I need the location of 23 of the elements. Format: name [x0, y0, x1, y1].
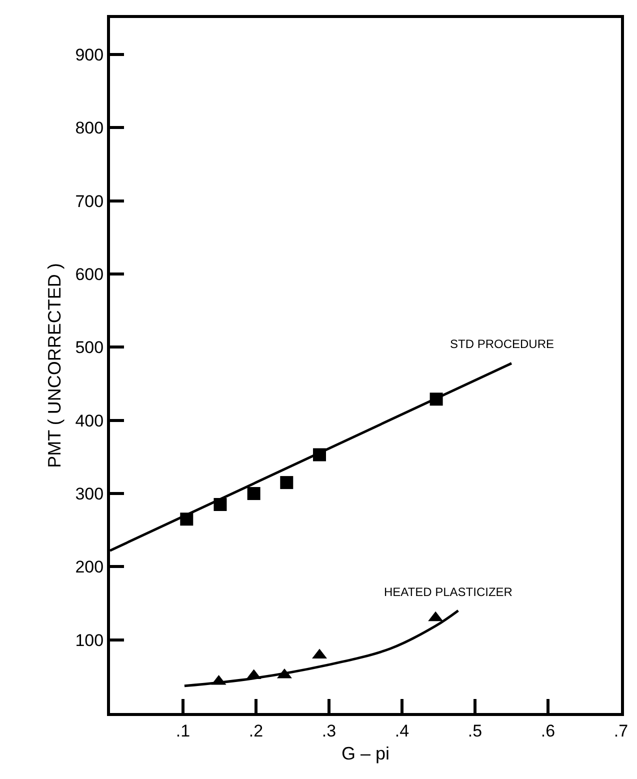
annotation: STD PROCEDURE — [450, 337, 554, 351]
y-tick-label: 900 — [75, 46, 104, 65]
y-tick-label: 200 — [75, 558, 104, 577]
point — [247, 487, 260, 500]
line-series — [183, 609, 460, 688]
y-tick-label: 600 — [75, 265, 104, 284]
y-tick-label: 400 — [75, 411, 104, 430]
x-tick-label: .3 — [322, 721, 336, 740]
x-tick-label: .5 — [468, 721, 482, 740]
y-tick-label: 100 — [75, 630, 104, 650]
x-tick-label: .7 — [614, 721, 628, 740]
y-axis-title: PMT ( UNCORRECTED ) — [44, 263, 64, 468]
x-tick-label: .1 — [176, 721, 190, 740]
point — [280, 476, 294, 490]
y-tick-label: 300 — [75, 484, 104, 504]
y-tick-label: 700 — [75, 192, 104, 211]
x-axis-title: G – pi — [341, 744, 390, 764]
x-tick-label: .6 — [540, 721, 556, 740]
x-tick-label: .2 — [248, 721, 264, 740]
x-tick-label: .4 — [394, 721, 410, 740]
y-tick-label: 800 — [75, 118, 104, 138]
annotation: HEATED PLASTICIZER — [384, 585, 513, 599]
y-tick-label: 500 — [75, 338, 104, 358]
